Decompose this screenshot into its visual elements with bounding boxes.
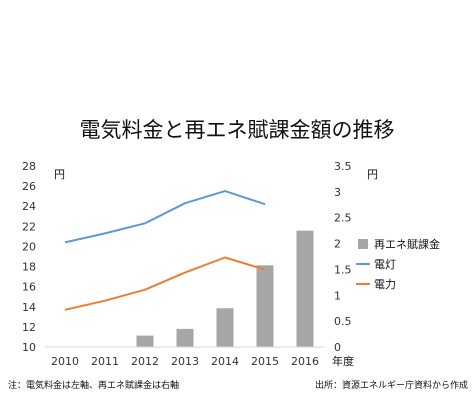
bar-2014 (216, 308, 234, 347)
bar-2013 (176, 328, 194, 347)
y-right-tick-label: 1 (334, 289, 341, 302)
y-right-tick-label: 3.5 (334, 160, 352, 173)
y-left-tick-label: 16 (22, 281, 36, 294)
y-left-tick-label: 28 (22, 160, 36, 173)
y-right-unit-label: 円 (367, 168, 378, 181)
y-right-tick-label: 0.5 (334, 315, 352, 328)
bar-2015 (256, 265, 274, 347)
footnote-right: 出所：資源エネルギー庁資料から作成 (315, 379, 468, 391)
y-left-tick-label: 20 (22, 240, 36, 253)
x-tick-label: 2014 (211, 355, 239, 368)
y-left-tick-label: 12 (22, 321, 36, 334)
y-right-tick-label: 2 (334, 238, 341, 251)
x-tick-label: 2011 (91, 355, 119, 368)
y-left-tick-label: 14 (22, 301, 36, 314)
y-left-tick-label: 10 (22, 341, 36, 354)
series-line-1 (64, 190, 266, 244)
footnote-left: 注：電気料金は左軸、再エネ賦課金は右軸 (8, 379, 179, 391)
x-tick-label: 2012 (131, 355, 159, 368)
y-right-tick-label: 2.5 (334, 212, 352, 225)
legend-swatch-bar (358, 239, 368, 249)
y-left-tick-label: 24 (22, 200, 36, 213)
series-line-2 (64, 256, 266, 311)
y-left-tick-label: 18 (22, 261, 36, 274)
x-tick-label: 2010 (51, 355, 79, 368)
x-tick-label: 2015 (251, 355, 279, 368)
y-right-tick-label: 3 (334, 186, 341, 199)
y-left-tick-label: 22 (22, 220, 36, 233)
x-axis-label: 年度 (332, 354, 354, 368)
x-tick-label: 2016 (291, 355, 319, 368)
x-tick-label: 2013 (171, 355, 199, 368)
y-right-tick-label: 1.5 (334, 263, 352, 276)
y-left-tick-label: 26 (22, 180, 36, 193)
y-right-tick-label: 0 (334, 341, 341, 354)
legend-label: 電灯 (374, 258, 396, 271)
bar-2016 (296, 230, 314, 347)
y-left-unit-label: 円 (54, 168, 65, 181)
chart-title: 電気料金と再エネ賦課金額の推移 (80, 118, 395, 142)
legend-label: 再エネ賦課金 (374, 237, 440, 251)
bar-2012 (136, 335, 154, 347)
legend-label: 電力 (374, 278, 396, 291)
